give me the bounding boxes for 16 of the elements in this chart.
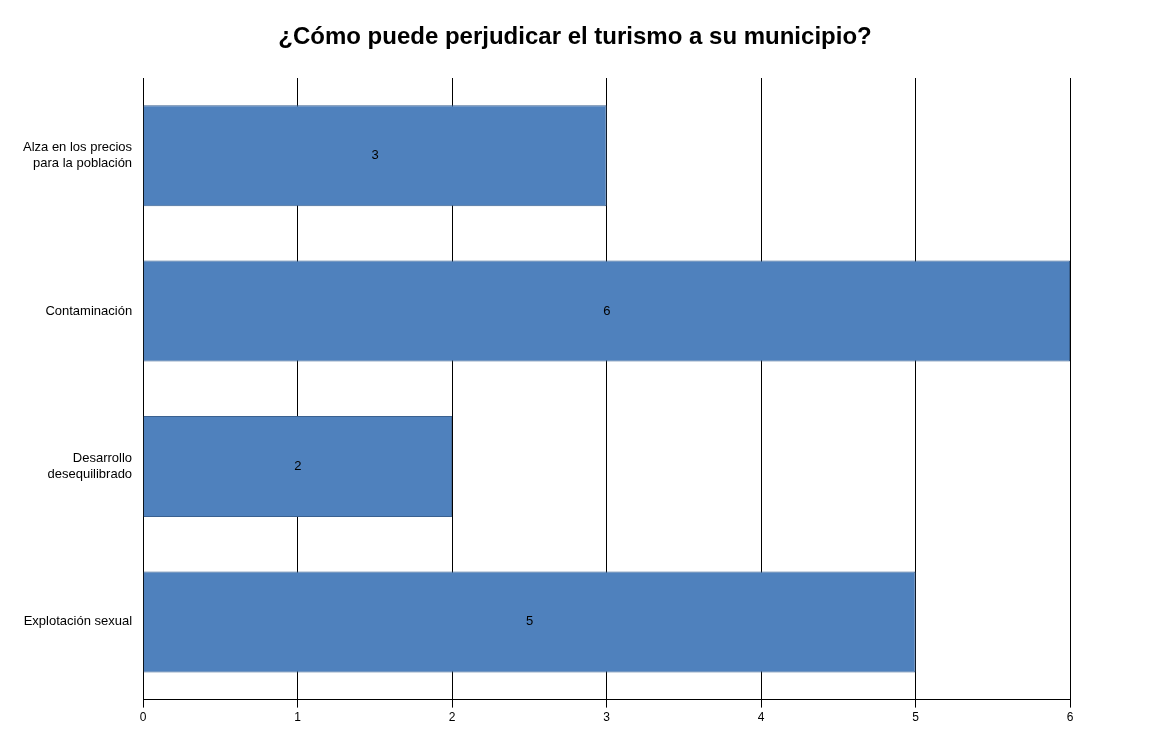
y-tick-label: Alza en los precios para la población <box>22 139 133 171</box>
data-label: 5 <box>525 613 534 629</box>
x-tick-label: 1 <box>294 710 302 725</box>
x-tick-label: 5 <box>912 710 920 725</box>
x-tick-label: 0 <box>139 710 147 725</box>
y-tick-label: Desarrollo desequilibrado <box>47 450 133 481</box>
chart-title: ¿Cómo puede perjudicar el turismo a su municipio? <box>277 22 873 51</box>
y-tick-label: Contaminación <box>45 302 133 318</box>
x-tick-label: 6 <box>1066 710 1074 725</box>
x-tick-label: 4 <box>757 710 765 725</box>
data-label: 2 <box>294 458 302 474</box>
data-label: 3 <box>371 147 379 163</box>
y-tick-label: Explotación sexual <box>23 613 133 629</box>
x-tick-label: 2 <box>448 710 456 725</box>
x-tick-label: 3 <box>603 710 611 725</box>
data-label: 6 <box>603 302 611 318</box>
